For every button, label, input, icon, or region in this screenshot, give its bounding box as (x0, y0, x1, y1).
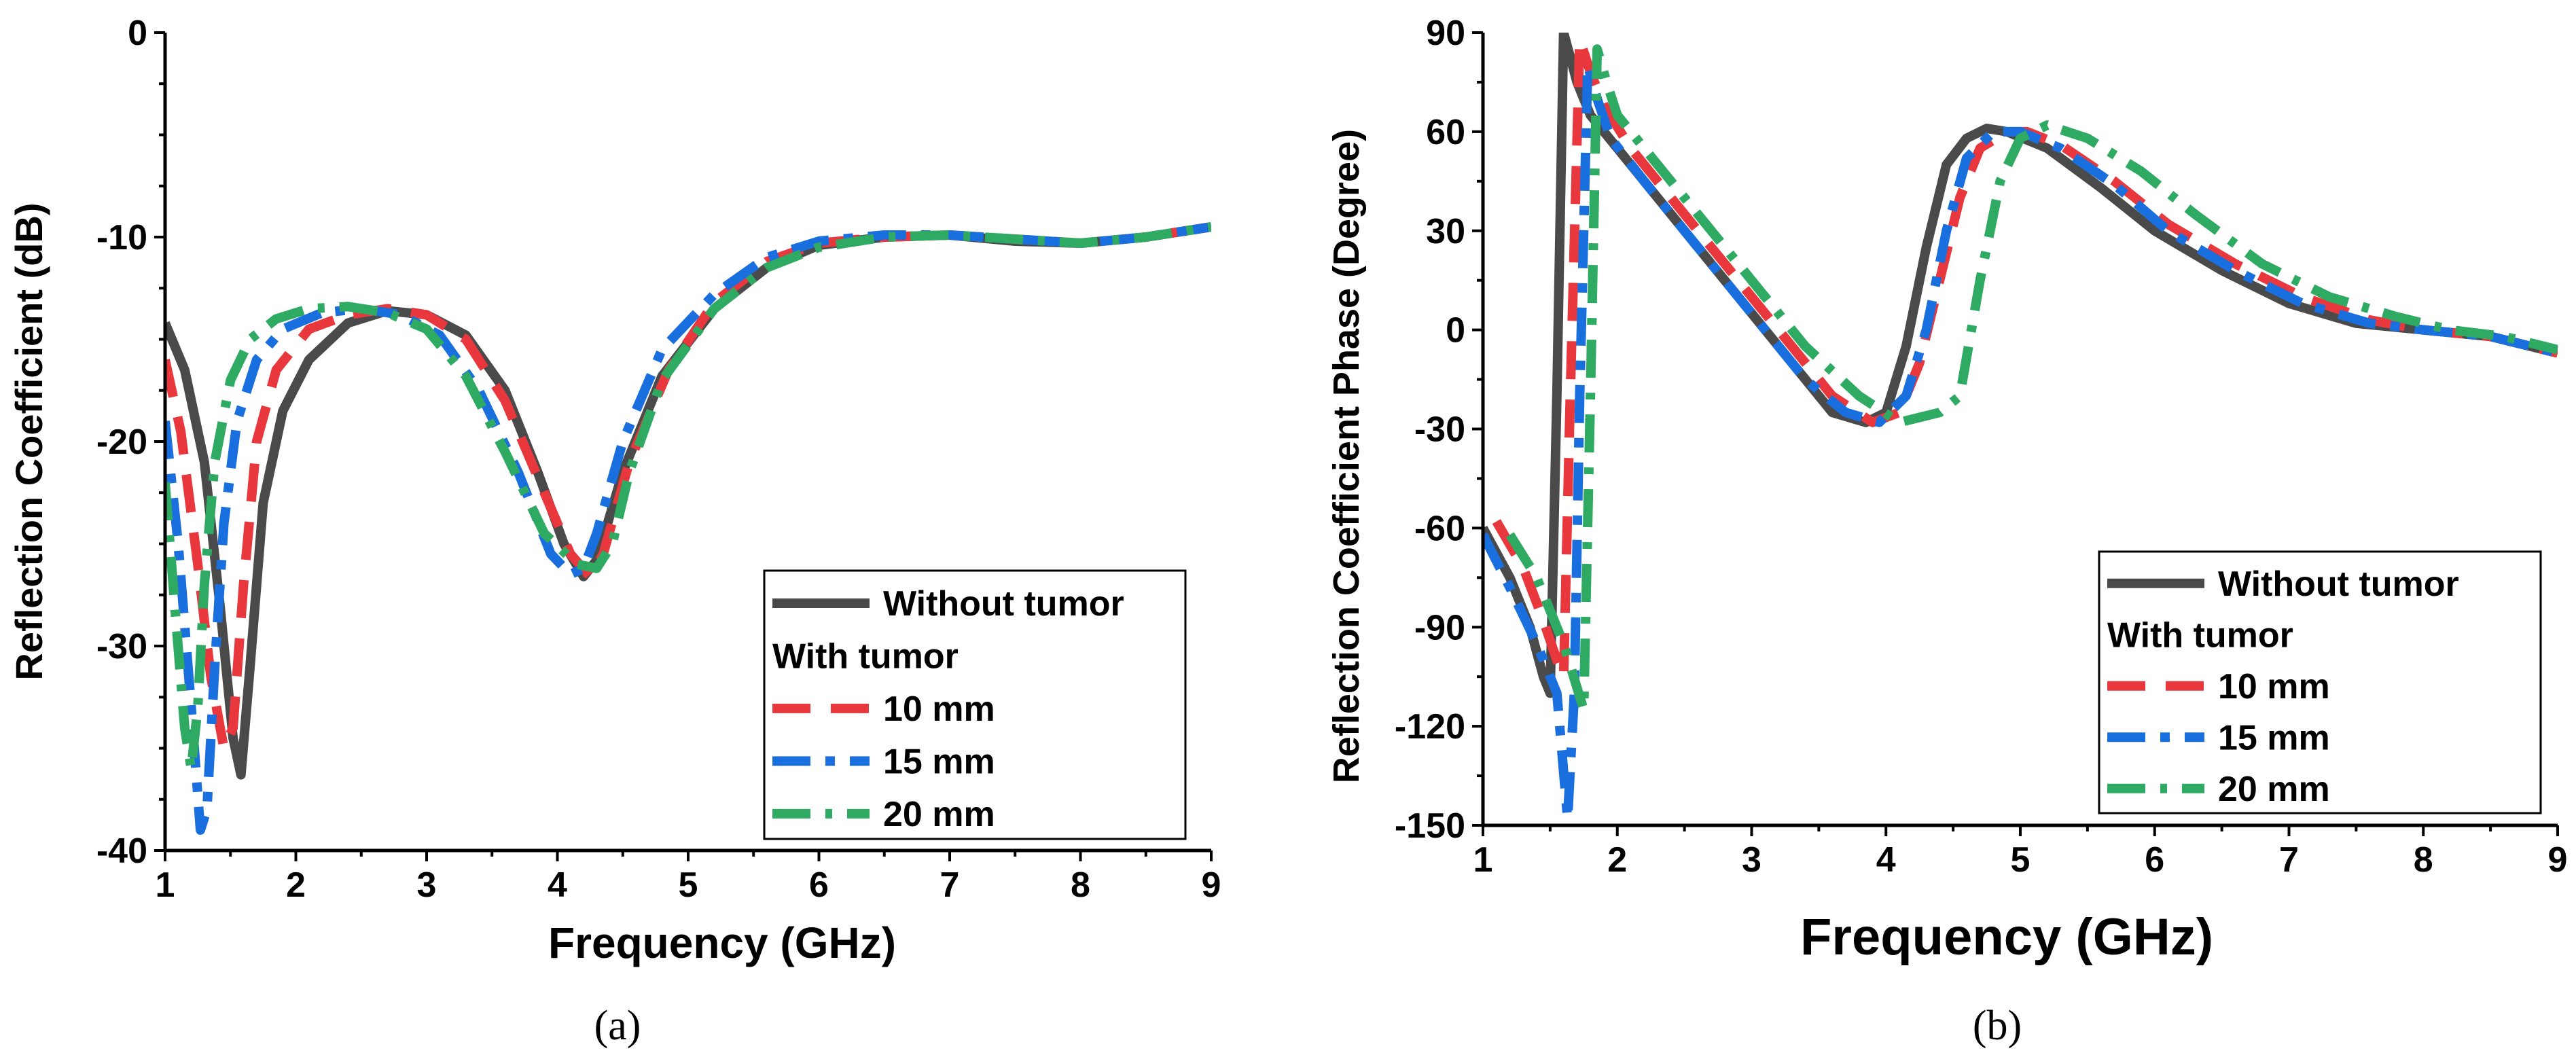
x-axis-title-b: Frequency (GHz) (1800, 908, 2213, 966)
caption-b: (b) (1973, 1003, 2022, 1049)
legend-label: 20 mm (2218, 770, 2330, 809)
legend-label: 15 mm (883, 742, 995, 781)
y-tick-label: -10 (96, 218, 147, 257)
y-tick-label: -120 (1395, 707, 1465, 747)
legend-label: Without tumor (883, 584, 1124, 624)
x-tick-label: 7 (940, 865, 960, 905)
y-axis-title-a: Reflection Coefficient (dB) (7, 202, 50, 680)
y-tick-label: 60 (1426, 113, 1465, 152)
x-tick-label: 7 (2279, 840, 2299, 880)
y-tick-label: 0 (1446, 311, 1465, 351)
legend-b: Without tumor With tumor 10 mm 15 mm 20 mm (2098, 550, 2542, 814)
y-tick-label: -30 (96, 627, 147, 666)
legend-label: 10 mm (2218, 667, 2330, 706)
axes-b: 1 2 3 4 5 6 7 8 9 -150 -120 -90 -60 -30 0 30 60 90 (1395, 14, 2568, 880)
legend-header: With tumor (2107, 615, 2293, 655)
y-tick-label: -40 (96, 831, 147, 871)
x-axis-title-a: Frequency (GHz) (548, 918, 896, 967)
x-tick-label: 9 (2548, 840, 2568, 880)
y-tick-label: -150 (1395, 806, 1465, 846)
x-tick-label: 3 (417, 865, 437, 905)
x-tick-label: 4 (548, 865, 567, 905)
x-tick-label: 6 (809, 865, 829, 905)
series-line-20-mm (1505, 44, 2558, 715)
x-tick-label: 8 (1071, 865, 1090, 905)
y-tick-label: -30 (1414, 410, 1465, 450)
x-tick-label: 5 (2011, 840, 2031, 880)
y-tick-label: 30 (1426, 212, 1465, 251)
x-tick-label: 1 (1473, 840, 1493, 880)
legend-a: Without tumor With tumor 10 mm 15 mm 20 mm (763, 569, 1187, 840)
x-tick-label: 1 (156, 865, 175, 905)
x-tick-label: 4 (1876, 840, 1896, 880)
legend-label: 15 mm (2218, 718, 2330, 757)
series-line-10-mm (1492, 34, 2558, 682)
y-tick-label: -60 (1414, 509, 1465, 548)
x-tick-label: 2 (286, 865, 306, 905)
series-line-15-mm (1483, 60, 2558, 824)
y-tick-label: 0 (128, 14, 147, 53)
series-layer-b (1483, 33, 2558, 824)
caption-a: (a) (594, 1003, 641, 1049)
axes-a: 1 2 3 4 5 6 7 8 9 -40 -30 -20 -10 0 (96, 14, 1221, 905)
x-tick-label: 5 (679, 865, 698, 905)
chart-panel-b: 1 2 3 4 5 6 7 8 9 -150 -120 -90 -60 -30 0 30 60 90 Withou… (1326, 14, 2567, 1049)
chart-panel-a: 1 2 3 4 5 6 7 8 9-40-30-20-100 Without tumorWith… (7, 14, 1221, 1049)
legend-label: 10 mm (883, 689, 995, 729)
x-tick-label: 6 (2145, 840, 2164, 880)
y-axis-title-b: Reflection Coefficient Phase (Degree) (1326, 129, 1367, 783)
y-tick-label: -90 (1414, 608, 1465, 647)
legend-header: With tumor (772, 637, 959, 676)
y-tick-label: 90 (1426, 14, 1465, 53)
x-tick-label: 8 (2414, 840, 2433, 880)
x-tick-label: 9 (1202, 865, 1221, 905)
series-line-20-mm (165, 222, 1211, 774)
y-tick-label: -20 (96, 423, 147, 462)
legend-label: Without tumor (2218, 565, 2459, 604)
series-layer-a (165, 222, 1211, 835)
x-tick-label: 2 (1607, 840, 1627, 880)
legend-label: 20 mm (883, 795, 995, 834)
x-tick-label: 3 (1742, 840, 1761, 880)
